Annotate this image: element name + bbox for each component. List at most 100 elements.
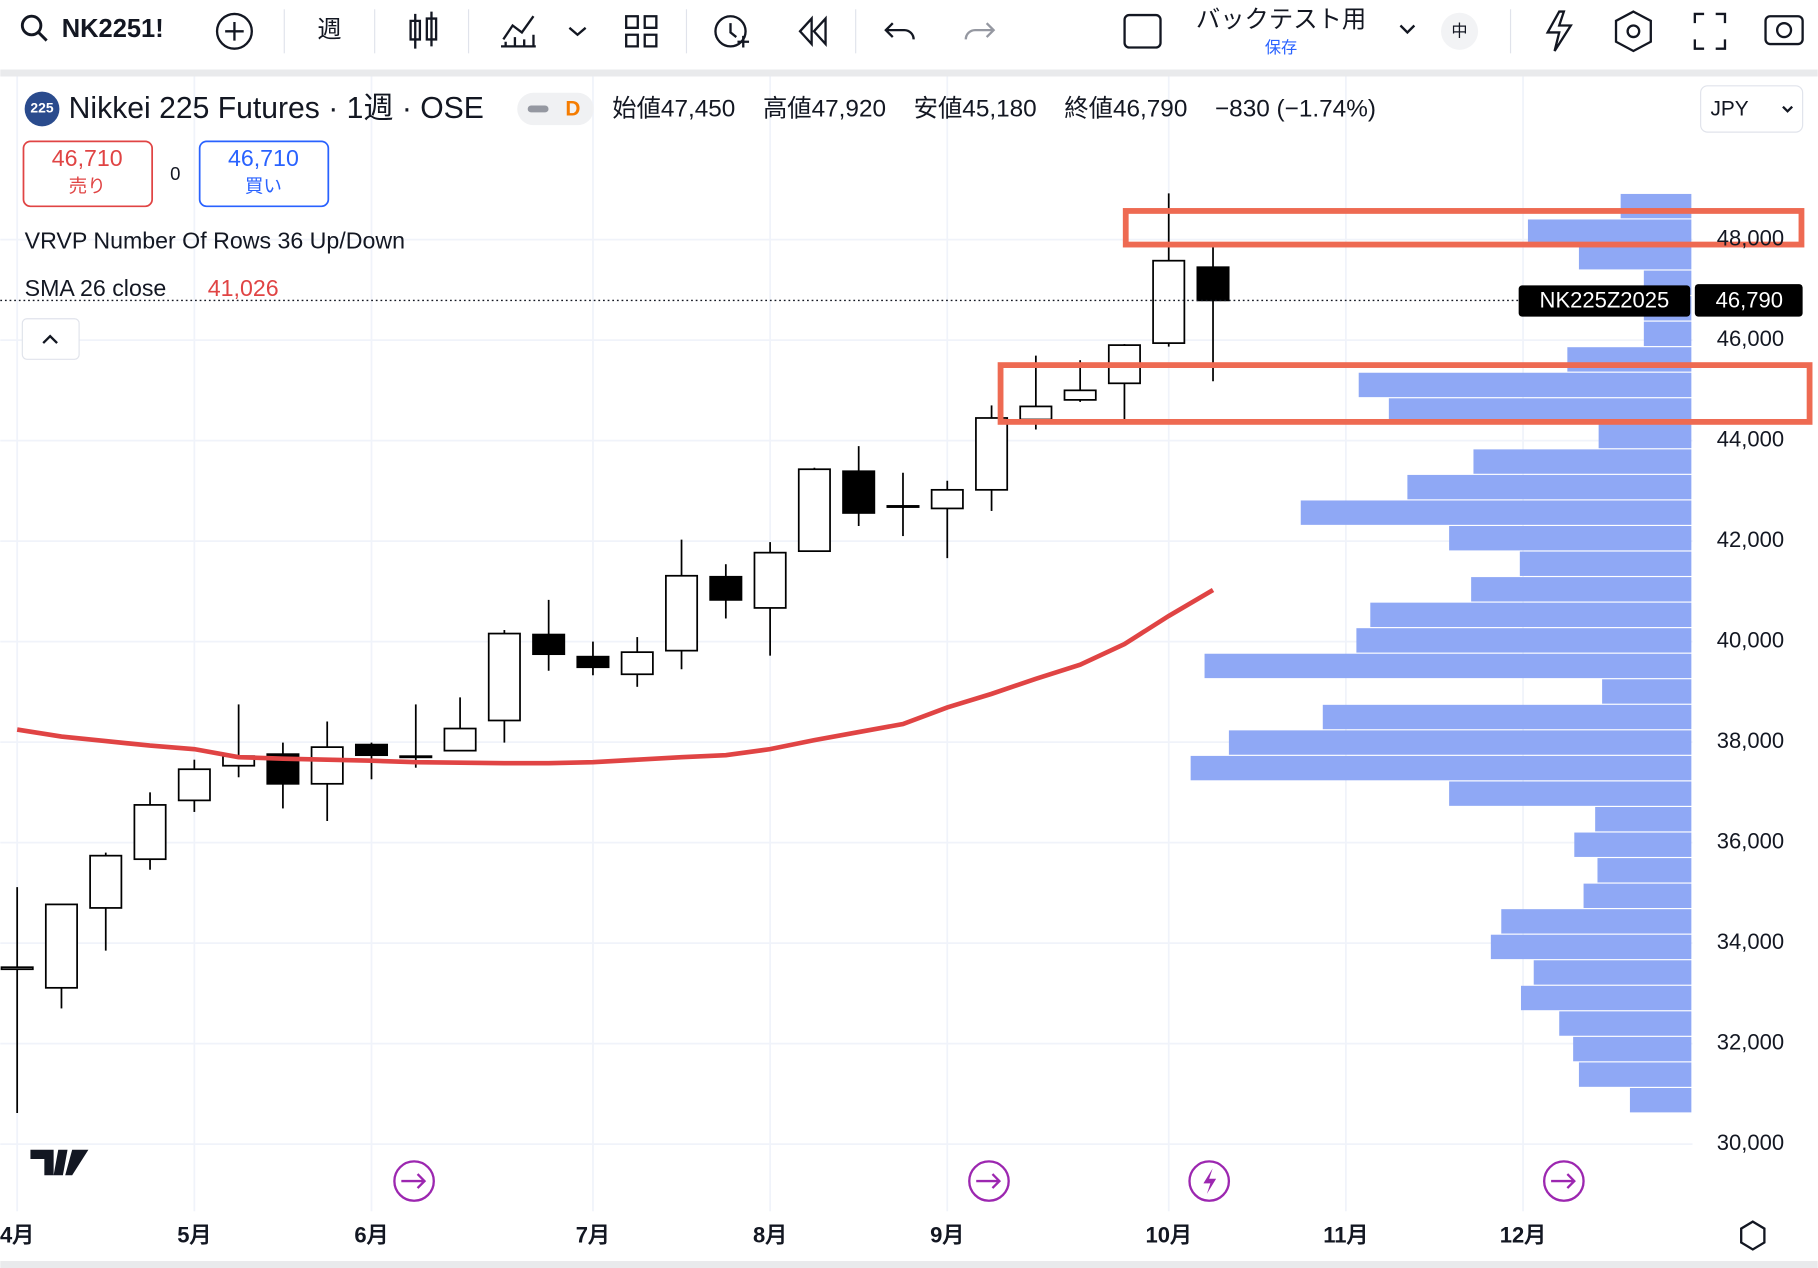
- buy-label[interactable]: 買い: [245, 176, 282, 197]
- symbol-tag-text: NK225Z2025: [1540, 287, 1670, 312]
- volume-profile-bar: [1629, 1087, 1692, 1113]
- x-tick-label: 11月: [1323, 1223, 1368, 1248]
- volume-profile-bar: [1583, 883, 1692, 909]
- volume-profile-bar: [1598, 423, 1692, 449]
- layouts[interactable]: [625, 15, 658, 48]
- candle-body: [89, 854, 123, 909]
- toolbar: [0, 0, 1818, 70]
- chart-type[interactable]: [409, 11, 438, 49]
- y-tick-label: 42,000: [1717, 527, 1784, 552]
- settings-icon: [1626, 24, 1641, 39]
- candle-body: [399, 755, 433, 759]
- quick-search[interactable]: [1545, 10, 1573, 52]
- currency-select[interactable]: [1700, 85, 1804, 133]
- sell-price[interactable]: 46,710: [52, 145, 123, 171]
- x-tick-label: 9月: [930, 1223, 964, 1248]
- language[interactable]: 中: [1451, 23, 1467, 41]
- candle-body: [44, 903, 78, 989]
- layout-name[interactable]: バックテスト用: [1196, 6, 1366, 33]
- vrvp-legend[interactable]: VRVP Number Of Rows 36 Up/Down: [25, 227, 405, 253]
- candle-body: [886, 505, 920, 508]
- y-tick-label: 32,000: [1717, 1029, 1784, 1054]
- spread: 0: [170, 163, 180, 184]
- alert[interactable]: [714, 15, 747, 48]
- collapse-icon: [42, 334, 58, 344]
- badge-text: 225: [30, 100, 53, 116]
- status-pill: [517, 92, 594, 126]
- collapse-button[interactable]: [21, 318, 80, 360]
- indicators-button[interactable]: [501, 15, 536, 48]
- volume-profile-bar: [1358, 372, 1692, 398]
- currency[interactable]: JPY: [1710, 98, 1748, 121]
- volume-profile-bar: [1643, 321, 1692, 347]
- currency-dropdown: [1782, 105, 1794, 113]
- x-tick-label: 4月: [0, 1223, 34, 1248]
- status-dot: [527, 105, 549, 113]
- volume-profile-bar: [1300, 500, 1692, 525]
- y-tick-label: 46,000: [1717, 326, 1784, 351]
- sma-legend[interactable]: SMA 26 close: [25, 275, 167, 301]
- exchange-badge: [24, 91, 60, 127]
- candle-body: [310, 746, 344, 785]
- x-tick-label: 10月: [1145, 1223, 1192, 1248]
- sma-value: 41,026: [208, 275, 279, 301]
- y-tick-label: 44,000: [1717, 426, 1784, 451]
- x-tick-label: 7月: [576, 1223, 610, 1248]
- highlight-box: [1122, 208, 1805, 248]
- volume-profile-bar: [1228, 730, 1692, 755]
- volume-profile-bar: [1501, 909, 1692, 934]
- sell-button[interactable]: [22, 140, 154, 208]
- volume-profile-bar: [1533, 960, 1692, 985]
- candle-body: [709, 575, 743, 601]
- candle-body: [177, 768, 211, 802]
- buy-price[interactable]: 46,710: [228, 145, 299, 171]
- volume-profile-bar: [1559, 1011, 1692, 1036]
- language-button[interactable]: [1441, 12, 1479, 50]
- fullscreen[interactable]: [1693, 12, 1727, 50]
- interval[interactable]: 週: [317, 17, 341, 44]
- volume-profile-bar: [1388, 398, 1692, 423]
- volume-profile-bar: [1473, 449, 1692, 474]
- settings[interactable]: [1614, 10, 1652, 53]
- candle-body: [1152, 259, 1186, 344]
- volume-profile-bar: [1527, 219, 1692, 244]
- x-tick-label: 5月: [177, 1223, 211, 1248]
- alert-icon: [729, 23, 750, 48]
- volume-profile-bar: [1190, 755, 1692, 781]
- sma-line: [16, 588, 1215, 766]
- search-icon[interactable]: [20, 14, 43, 37]
- sell-label[interactable]: 売り: [69, 176, 106, 197]
- add-symbol[interactable]: [215, 12, 253, 50]
- volume-profile-bar: [1471, 577, 1692, 602]
- candle-body: [797, 468, 831, 553]
- volume-profile-bar: [1602, 679, 1692, 704]
- dropdown[interactable]: [568, 26, 587, 37]
- candle-body: [532, 633, 566, 656]
- replay[interactable]: [798, 15, 827, 48]
- screenshot-icon: [1775, 22, 1793, 39]
- buy-button[interactable]: [198, 140, 330, 208]
- volume-profile-bar: [1490, 934, 1692, 960]
- x-tick-label: 6月: [354, 1223, 388, 1248]
- symbol[interactable]: NK2251!: [62, 15, 164, 43]
- volume-profile-bar: [1449, 526, 1692, 551]
- status: D: [565, 98, 580, 121]
- candle-body: [1019, 405, 1053, 421]
- axis-settings[interactable]: [1740, 1220, 1766, 1251]
- screenshot[interactable]: [1764, 15, 1804, 46]
- y-tick-label: 30,000: [1717, 1130, 1784, 1155]
- candle-body: [620, 651, 654, 676]
- y-tick-label: 34,000: [1717, 929, 1784, 954]
- redo[interactable]: [964, 22, 996, 40]
- price-tag: [1694, 284, 1803, 317]
- layout-icon[interactable]: [1123, 13, 1162, 49]
- highlight-box: [997, 362, 1813, 425]
- tv-logo: [30, 1149, 89, 1176]
- undo[interactable]: [884, 22, 915, 40]
- symbol-tag: [1518, 285, 1691, 317]
- layout-dropdown[interactable]: [1399, 24, 1416, 35]
- candle-body: [1196, 266, 1230, 302]
- volume-profile-bar: [1578, 245, 1692, 270]
- volume-profile-bar: [1578, 1062, 1692, 1087]
